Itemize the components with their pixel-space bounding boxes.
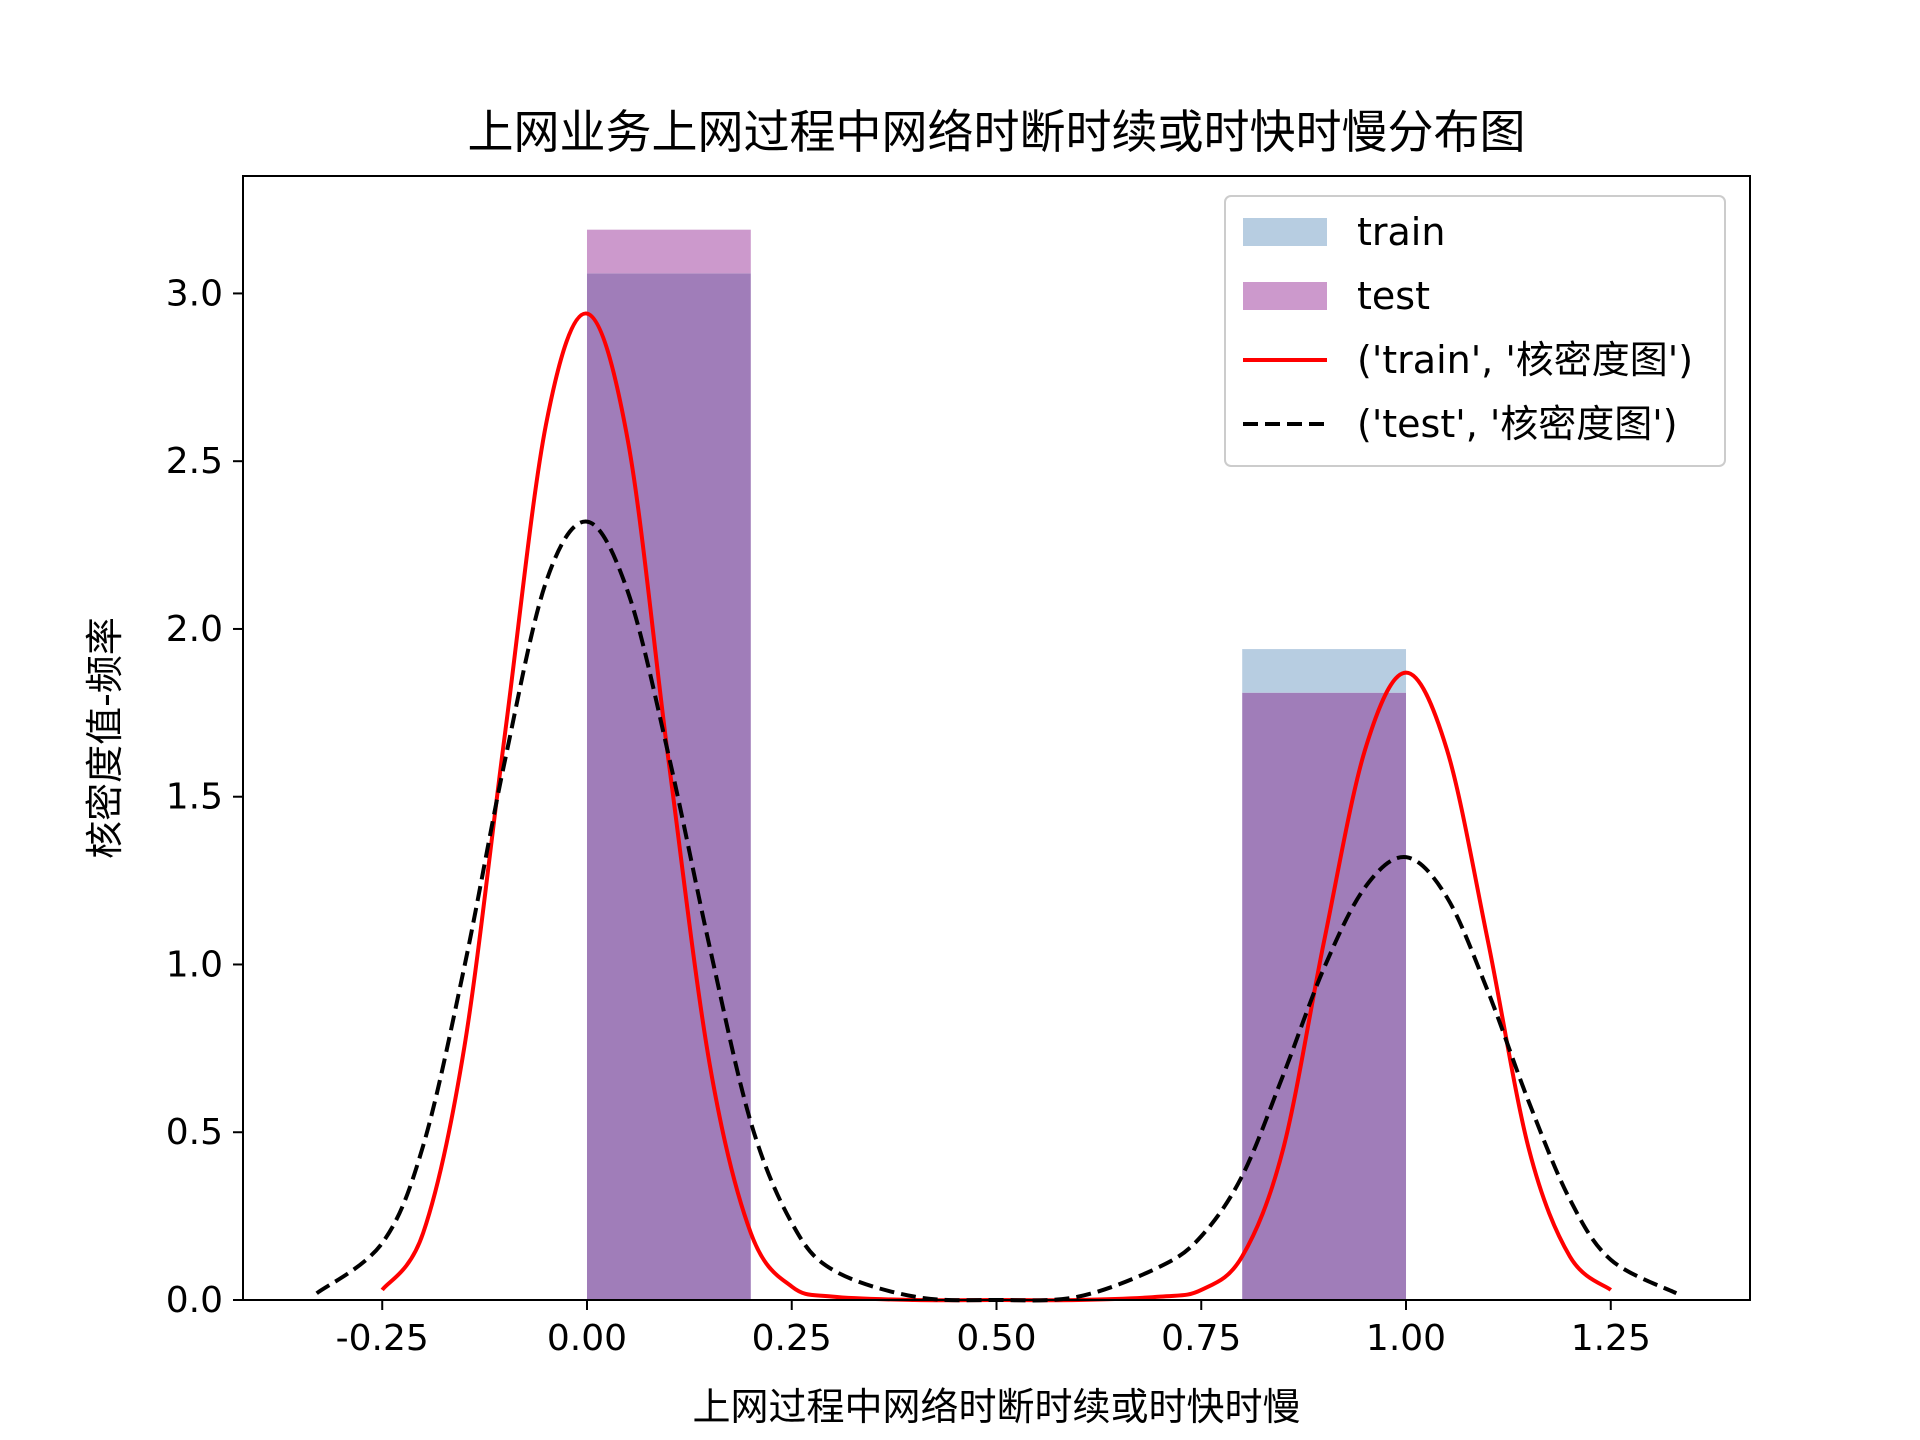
y-tick-label: 2.0	[166, 609, 223, 650]
x-tick-label: 0.00	[547, 1318, 627, 1359]
y-tick-label: 0.0	[166, 1280, 223, 1321]
y-axis: 0.0 0.5 1.0 1.5 2.0 2.5 3.0	[166, 273, 243, 1321]
legend-item-train-kde-label: ('train', '核密度图')	[1357, 338, 1693, 382]
x-tick-label: 1.00	[1366, 1318, 1446, 1359]
histogram-bar-train	[1242, 649, 1407, 693]
x-tick-label: -0.25	[336, 1318, 429, 1359]
x-axis: -0.25 0.00 0.25 0.50 0.75 1.00 1.25	[336, 1300, 1651, 1359]
y-tick-label: 1.0	[166, 944, 223, 985]
legend-item-test-kde-label: ('test', '核密度图')	[1357, 402, 1678, 446]
legend-item-train-swatch	[1243, 218, 1327, 246]
histogram-bar-overlap	[1242, 692, 1407, 1300]
x-axis-title: 上网过程中网络时断时续或时快时慢	[692, 1385, 1300, 1429]
legend-item-train-label: train	[1357, 210, 1445, 254]
y-tick-label: 1.5	[166, 777, 223, 818]
legend-box	[1224, 195, 1726, 467]
x-tick-label: 0.25	[752, 1318, 832, 1359]
x-tick-label: 0.50	[956, 1318, 1036, 1359]
legend-item-test-label: test	[1357, 274, 1430, 318]
x-tick-label: 1.25	[1571, 1318, 1651, 1359]
x-tick-label: 0.75	[1161, 1318, 1241, 1359]
kde-line-test	[315, 519, 1678, 1303]
y-tick-label: 2.5	[166, 441, 223, 482]
legend: train test ('train', '核密度图') ('test', '核密度图…	[1224, 195, 1726, 467]
legend-item-test-swatch	[1243, 282, 1327, 310]
chart-title: 上网业务上网过程中网络时断时续或时快时慢分布图	[468, 105, 1526, 159]
y-axis-title: 核密度值-频率	[83, 617, 127, 859]
y-tick-label: 0.5	[166, 1112, 223, 1153]
y-tick-label: 3.0	[166, 273, 223, 314]
histogram-bar-test	[586, 229, 751, 274]
